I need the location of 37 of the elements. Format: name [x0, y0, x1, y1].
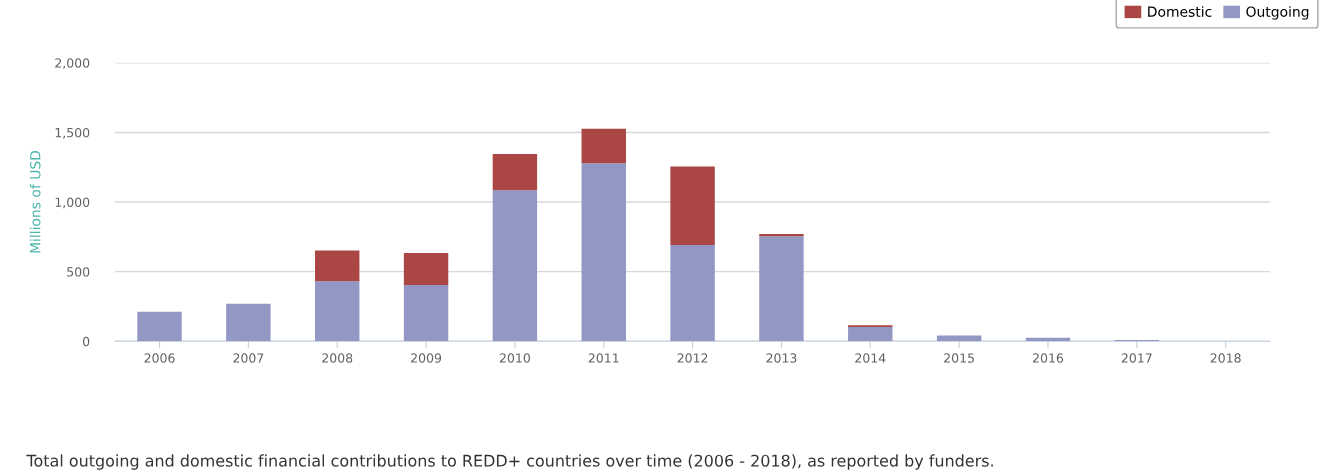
bar	[759, 236, 804, 342]
y-tick-label: 2,000	[55, 58, 90, 70]
x-tick-label: 2008	[322, 353, 353, 363]
x-tick-label: 2015	[944, 353, 974, 363]
bar	[403, 252, 449, 286]
bar	[137, 311, 182, 342]
bar	[670, 166, 715, 245]
x-tick-label: 2017	[1121, 353, 1152, 363]
y-tick-label: 1,500	[55, 127, 90, 139]
text: Total outgoing and domestic financial contributions to REDD+ countries over time (2006 - 2018), as reported by funders.	[26, 454, 993, 470]
x-tick-label: 2009	[411, 353, 442, 363]
x-tick-label: 2013	[766, 353, 797, 363]
bar	[315, 250, 360, 282]
bar	[492, 154, 538, 191]
y-axis-title: Millions of USD	[29, 150, 41, 253]
x-tick-label: 2012	[677, 353, 708, 363]
legend-label: Domestic	[1148, 6, 1212, 17]
y-tick-label: 0	[82, 336, 90, 347]
bar	[581, 128, 626, 164]
bar	[581, 163, 626, 342]
bar	[226, 303, 271, 342]
bar	[670, 244, 715, 342]
bar	[848, 326, 893, 342]
x-tick-label: 2010	[499, 353, 530, 363]
bar	[492, 190, 538, 342]
x-tick-label: 2016	[1032, 353, 1064, 363]
bar	[759, 234, 804, 237]
legend-label: Outgoing	[1246, 6, 1309, 20]
y-tick-label: 1,000	[55, 197, 90, 209]
y-tick-label: 500	[67, 267, 90, 277]
bar	[315, 281, 360, 342]
x-tick-label: 2018	[1210, 353, 1241, 363]
bar	[403, 285, 449, 342]
x-tick-label: 2007	[233, 353, 264, 363]
x-tick-label: 2014	[855, 353, 886, 363]
x-tick-label: 2011	[588, 353, 619, 363]
x-tick-label: 2006	[144, 353, 175, 363]
